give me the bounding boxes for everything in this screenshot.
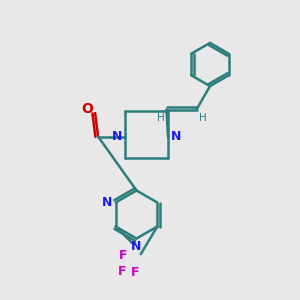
Text: F: F [131, 266, 140, 279]
Text: F: F [118, 265, 126, 278]
Text: N: N [102, 196, 112, 209]
Text: F: F [119, 249, 128, 262]
Text: N: N [171, 130, 181, 143]
Text: N: N [131, 240, 142, 254]
Text: H: H [157, 113, 164, 123]
Text: O: O [81, 103, 93, 116]
Text: H: H [199, 113, 206, 123]
Text: N: N [112, 130, 122, 143]
